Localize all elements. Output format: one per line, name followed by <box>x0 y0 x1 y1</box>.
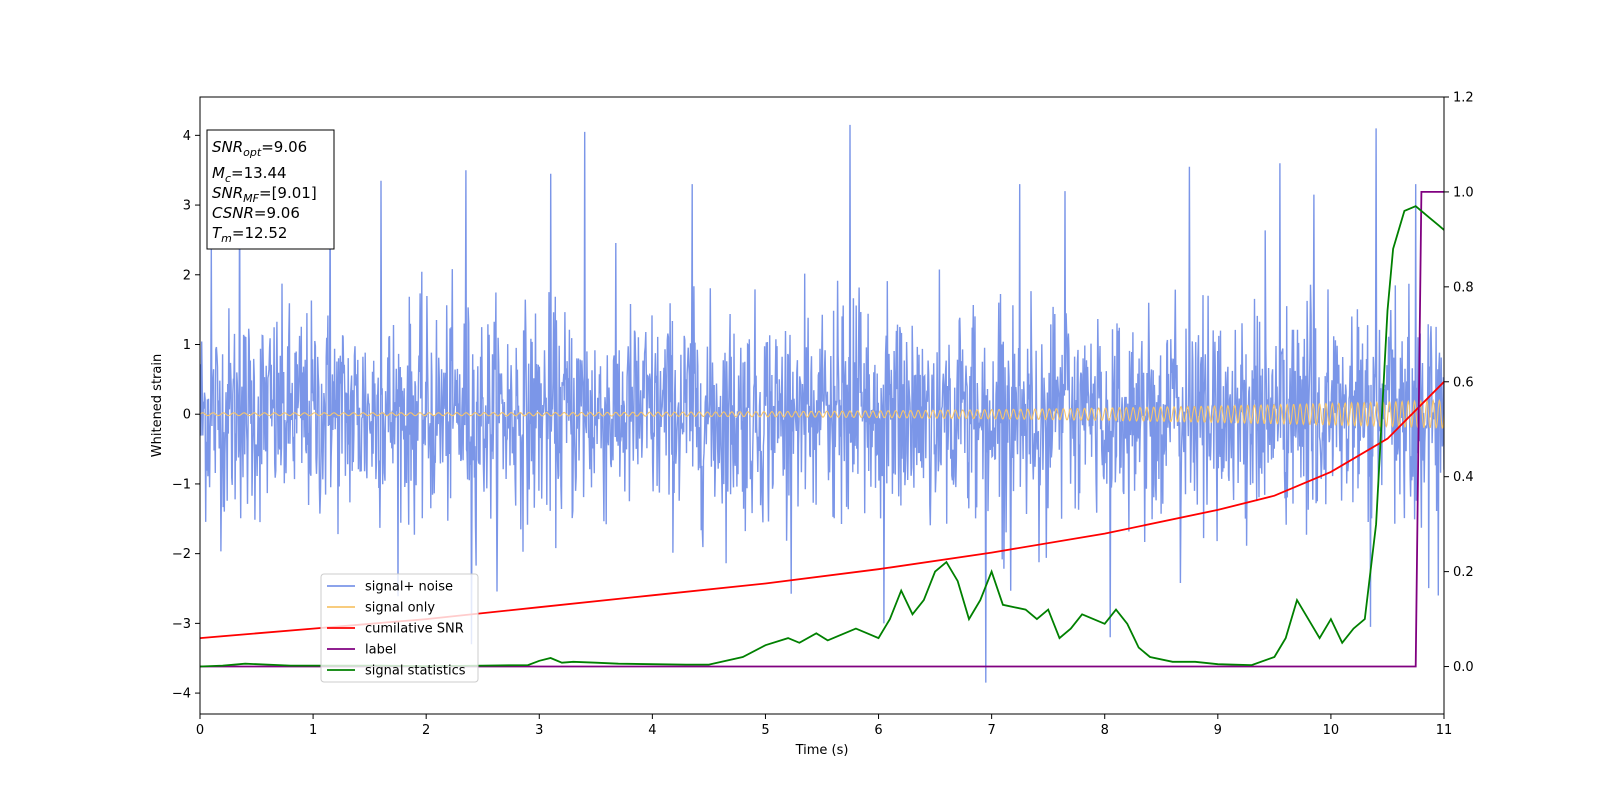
y-tick-label: 4 <box>183 129 191 144</box>
info-symbol: T <box>212 224 223 242</box>
x-tick-label: 7 <box>987 723 995 738</box>
label-line <box>200 191 1444 668</box>
y2-tick-label: 0.2 <box>1453 565 1474 580</box>
y2-tick-label: 1.2 <box>1453 91 1474 106</box>
info-line: SNRopt=9.06 <box>212 138 307 159</box>
legend-entry: label <box>365 643 396 658</box>
y2-tick-label: 0.0 <box>1453 660 1474 675</box>
info-symbol: CSNR <box>212 204 254 222</box>
info-value: =12.52 <box>232 224 288 242</box>
info-symbol: M <box>212 164 225 182</box>
info-line: SNRMF=[9.01] <box>212 184 317 205</box>
x-tick-label: 4 <box>648 723 656 738</box>
y-tick-label: 3 <box>183 199 191 214</box>
x-tick-label: 1 <box>309 723 317 738</box>
plot-frame <box>199 96 1445 715</box>
y2-tick-label: 0.6 <box>1453 375 1474 390</box>
x-tick-label: 6 <box>874 723 882 738</box>
info-symbol: SNR <box>212 184 243 202</box>
info-line: CSNR=9.06 <box>212 204 300 222</box>
y-axis-title: Whitened strain <box>150 354 165 457</box>
legend-frame <box>320 573 479 683</box>
info-subscript: opt <box>243 146 262 159</box>
legend-entry: signal+ noise <box>365 580 453 595</box>
x-axis-title: Time (s) <box>795 743 849 758</box>
info-value: =9.06 <box>254 204 300 222</box>
info-subscript: m <box>221 232 232 245</box>
info-value: =[9.01] <box>259 184 317 202</box>
info-line: Mc=13.44 <box>212 164 287 185</box>
y-tick-label: 2 <box>183 268 191 283</box>
y-tick-label: −4 <box>172 687 191 702</box>
x-tick-label: 8 <box>1101 723 1109 738</box>
y2-tick-label: 1.0 <box>1453 185 1474 200</box>
info-line: Tm=12.52 <box>212 224 287 245</box>
x-tick-label: 9 <box>1214 723 1222 738</box>
y-tick-label: −1 <box>172 477 191 492</box>
y-tick-label: −2 <box>172 547 191 562</box>
y-tick-label: 0 <box>183 408 191 423</box>
signal-only-line <box>200 398 1444 430</box>
info-subscript: c <box>225 172 231 185</box>
x-tick-label: 3 <box>535 723 543 738</box>
x-tick-label: 11 <box>1436 723 1453 738</box>
x-tick-label: 0 <box>196 723 204 738</box>
info-symbol: SNR <box>212 138 243 156</box>
x-tick-label: 5 <box>761 723 769 738</box>
info-value: =13.44 <box>231 164 287 182</box>
info-subscript: MF <box>243 192 259 205</box>
info-box: SNRopt=9.06Mc=13.44SNRMF=[9.01]CSNR=9.06… <box>206 129 335 250</box>
legend: signal+ noise signal only cumilative SNR la… <box>320 573 479 683</box>
signal-statistics-line <box>200 205 1444 668</box>
signal-noise-line <box>200 124 1444 683</box>
x-tick-label: 10 <box>1323 723 1340 738</box>
info-value: =9.06 <box>261 138 307 156</box>
y2-tick-label: 0.8 <box>1453 280 1474 295</box>
y-tick-label: −3 <box>172 617 191 632</box>
legend-entry: signal only <box>365 601 435 616</box>
info-box-frame <box>206 129 335 250</box>
x-tick-label: 2 <box>422 723 430 738</box>
y2-tick-label: 0.4 <box>1453 470 1474 485</box>
legend-entry: cumilative SNR <box>365 622 464 637</box>
y-tick-label: 1 <box>183 338 191 353</box>
legend-entry: signal statistics <box>365 664 466 679</box>
